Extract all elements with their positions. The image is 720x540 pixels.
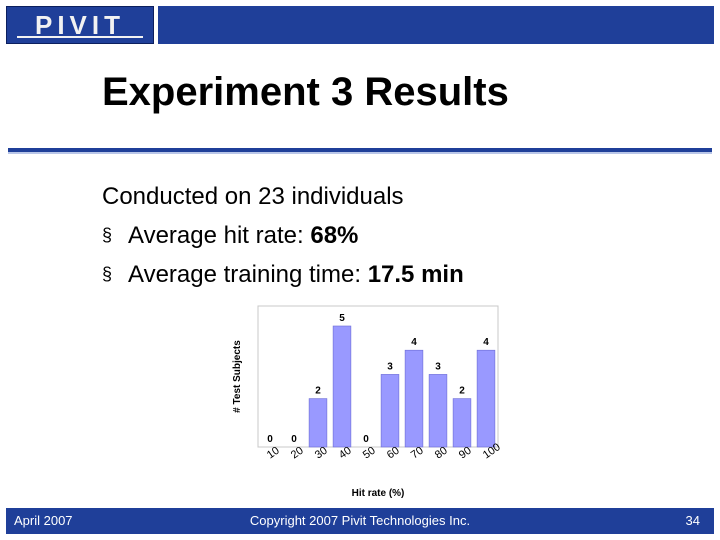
bullet-text: Average hit rate: xyxy=(128,222,311,249)
x-tick-label: 60 xyxy=(385,445,402,462)
logo-text: PIVIT xyxy=(34,10,125,40)
data-label: 0 xyxy=(291,434,297,445)
data-label: 3 xyxy=(435,361,441,372)
hit-rate-chart: 0 10 0 20 2 30 5 40 0 50 3 60 4 70 3 80 2 90 4 100 # Test Su… xyxy=(224,300,514,505)
bar xyxy=(404,349,424,448)
data-label: 5 xyxy=(339,313,345,324)
x-axis-label: Hit rate (%) xyxy=(352,488,405,499)
x-tick-label: 70 xyxy=(409,445,426,462)
slide-body: Conducted on 23 individuals § Average hit… xyxy=(102,178,702,294)
bullet-value: 17.5 min xyxy=(367,261,464,288)
page-number: 34 xyxy=(685,513,700,528)
x-tick-label: 20 xyxy=(289,445,306,462)
x-tick-label: 50 xyxy=(361,445,378,462)
data-label: 0 xyxy=(267,434,273,445)
bullet-marker: § xyxy=(102,225,113,245)
x-tick-label: 40 xyxy=(337,445,354,462)
bar xyxy=(380,374,400,448)
data-label: 2 xyxy=(315,386,321,397)
data-label: 3 xyxy=(387,361,393,372)
bar xyxy=(476,349,496,448)
logo-underline xyxy=(17,36,143,38)
header-band: PIVIT xyxy=(0,0,720,48)
data-label: 4 xyxy=(483,337,489,348)
bullet-hit-rate: § Average hit rate: 68% xyxy=(102,216,702,255)
bar xyxy=(308,398,328,448)
bullet-text: Average training time: xyxy=(128,261,368,288)
intro-line: Conducted on 23 individuals xyxy=(102,183,404,210)
x-tick-label: 90 xyxy=(457,445,474,462)
header-bar xyxy=(158,6,714,44)
bar xyxy=(332,325,352,448)
data-label: 4 xyxy=(411,337,417,348)
slide-title: Experiment 3 Results xyxy=(102,70,509,114)
data-label: 0 xyxy=(363,434,369,445)
pivit-logo: PIVIT xyxy=(6,6,154,44)
y-axis-label: # Test Subjects xyxy=(232,340,243,413)
bullet-training-time: § Average training time: 17.5 min xyxy=(102,255,702,294)
x-tick-label: 10 xyxy=(265,445,282,462)
x-tick-label: 80 xyxy=(433,445,450,462)
data-label: 2 xyxy=(459,386,465,397)
footer-copyright: Copyright 2007 Pivit Technologies Inc. xyxy=(249,513,471,528)
bullet-value: 68% xyxy=(310,222,359,249)
title-divider xyxy=(8,148,712,152)
x-tick-label: 30 xyxy=(313,445,330,462)
footer-bar: April 2007 Copyright 2007 Pivit Technolo… xyxy=(6,508,714,534)
bar xyxy=(428,374,448,448)
footer-date: April 2007 xyxy=(14,513,73,528)
bullet-marker: § xyxy=(102,264,113,284)
bar xyxy=(452,398,472,448)
title-divider-shadow xyxy=(8,152,712,154)
